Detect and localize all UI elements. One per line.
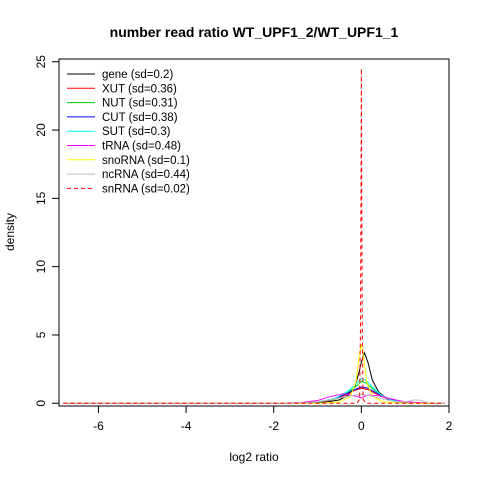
legend-label-7: ncRNA (sd=0.44) [102,169,190,181]
x-tick-label-2: -2 [268,419,279,433]
legend-label-0: gene (sd=0.2) [102,69,173,81]
series-line-6 [63,344,445,404]
y-tick-label-2: 10 [34,260,48,274]
x-tick-label-3: 0 [358,419,365,433]
series-line-1 [63,387,445,404]
y-tick-label-5: 25 [34,55,48,69]
series-layer [63,68,445,404]
x-tick-label-4: 2 [446,419,453,433]
y-axis-label: density [3,213,17,251]
legend-label-6: snoRNA (sd=0.1) [102,155,190,167]
y-tick-label-3: 15 [34,191,48,205]
x-axis: -6 -4 -2 0 2 [93,405,453,433]
x-tick-label-1: -4 [181,419,192,433]
legend-label-5: tRNA (sd=0.48) [102,141,181,153]
y-axis: 0 5 10 15 20 25 [34,55,60,407]
y-tick-label-1: 5 [34,331,48,338]
series-line-0 [63,351,445,404]
y-tick-label-0: 0 [34,400,48,407]
legend: gene (sd=0.2) XUT (sd=0.36) NUT (sd=0.31) C… [67,69,190,195]
series-line-7 [63,393,445,404]
legend-label-2: NUT (sd=0.31) [102,98,178,110]
series-line-3 [63,386,445,404]
legend-label-1: XUT (sd=0.36) [102,83,177,95]
x-tick-label-0: -6 [93,419,104,433]
chart-title: number read ratio WT_UPF1_2/WT_UPF1_1 [110,24,399,40]
y-tick-label-4: 20 [34,123,48,137]
legend-label-3: CUT (sd=0.38) [102,112,178,124]
x-axis-label: log2 ratio [229,450,279,464]
series-line-8 [63,68,445,404]
legend-label-4: SUT (sd=0.3) [102,126,171,138]
legend-label-8: snRNA (sd=0.02) [102,183,190,195]
